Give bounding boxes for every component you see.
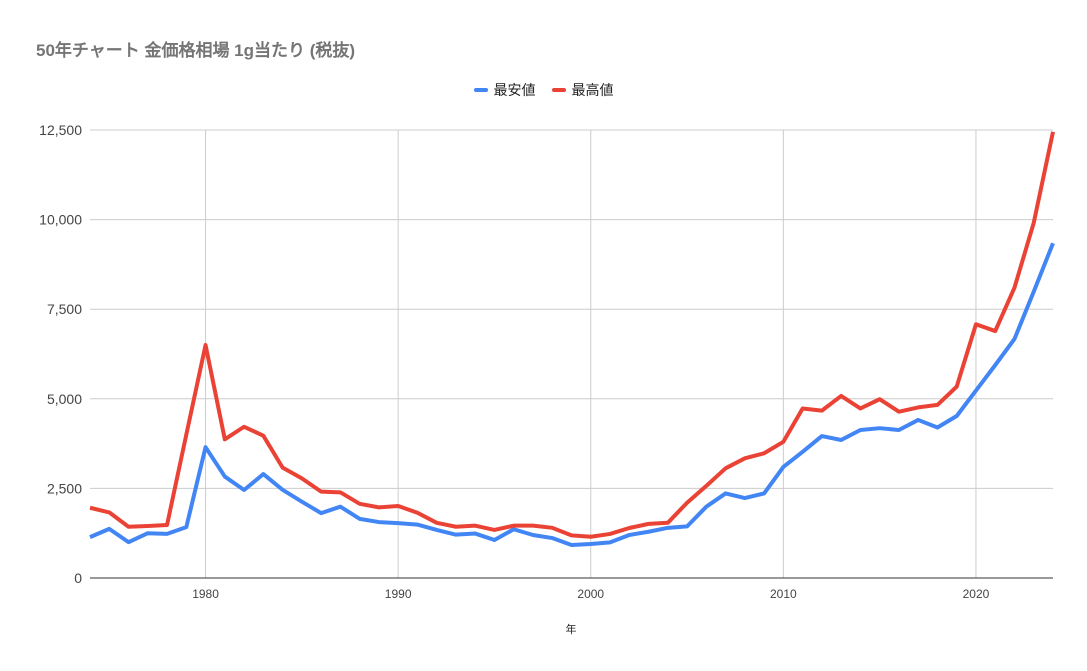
series-line-max bbox=[89, 131, 1055, 539]
x-tick-label: 1990 bbox=[385, 587, 412, 601]
legend-swatch-max bbox=[551, 88, 566, 92]
x-tick-label: 2010 bbox=[770, 587, 797, 601]
x-tick-label: 2020 bbox=[963, 587, 990, 601]
series-line-min bbox=[89, 242, 1055, 548]
chart-title: 50年チャート 金価格相場 1g当たり (税抜) bbox=[36, 41, 356, 60]
y-tick-label: 10,000 bbox=[39, 212, 82, 228]
y-tick-label: 0 bbox=[74, 570, 82, 586]
legend: 最安値 最高値 bbox=[0, 80, 1087, 100]
legend-item-max[interactable]: 最高値 bbox=[551, 80, 614, 100]
x-tick-label: 1980 bbox=[192, 587, 219, 601]
x-tick-label: 2000 bbox=[577, 587, 604, 601]
x-axis-label: 年 bbox=[566, 622, 577, 636]
y-tick-label: 12,500 bbox=[39, 122, 82, 138]
y-tick-label: 5,000 bbox=[47, 391, 82, 407]
legend-swatch-min bbox=[473, 88, 488, 92]
y-tick-label: 7,500 bbox=[47, 301, 82, 317]
legend-label-max: 最高値 bbox=[571, 82, 614, 98]
legend-label-min: 最安値 bbox=[493, 82, 536, 98]
y-tick-label: 2,500 bbox=[47, 480, 82, 496]
legend-item-min[interactable]: 最安値 bbox=[473, 80, 536, 100]
